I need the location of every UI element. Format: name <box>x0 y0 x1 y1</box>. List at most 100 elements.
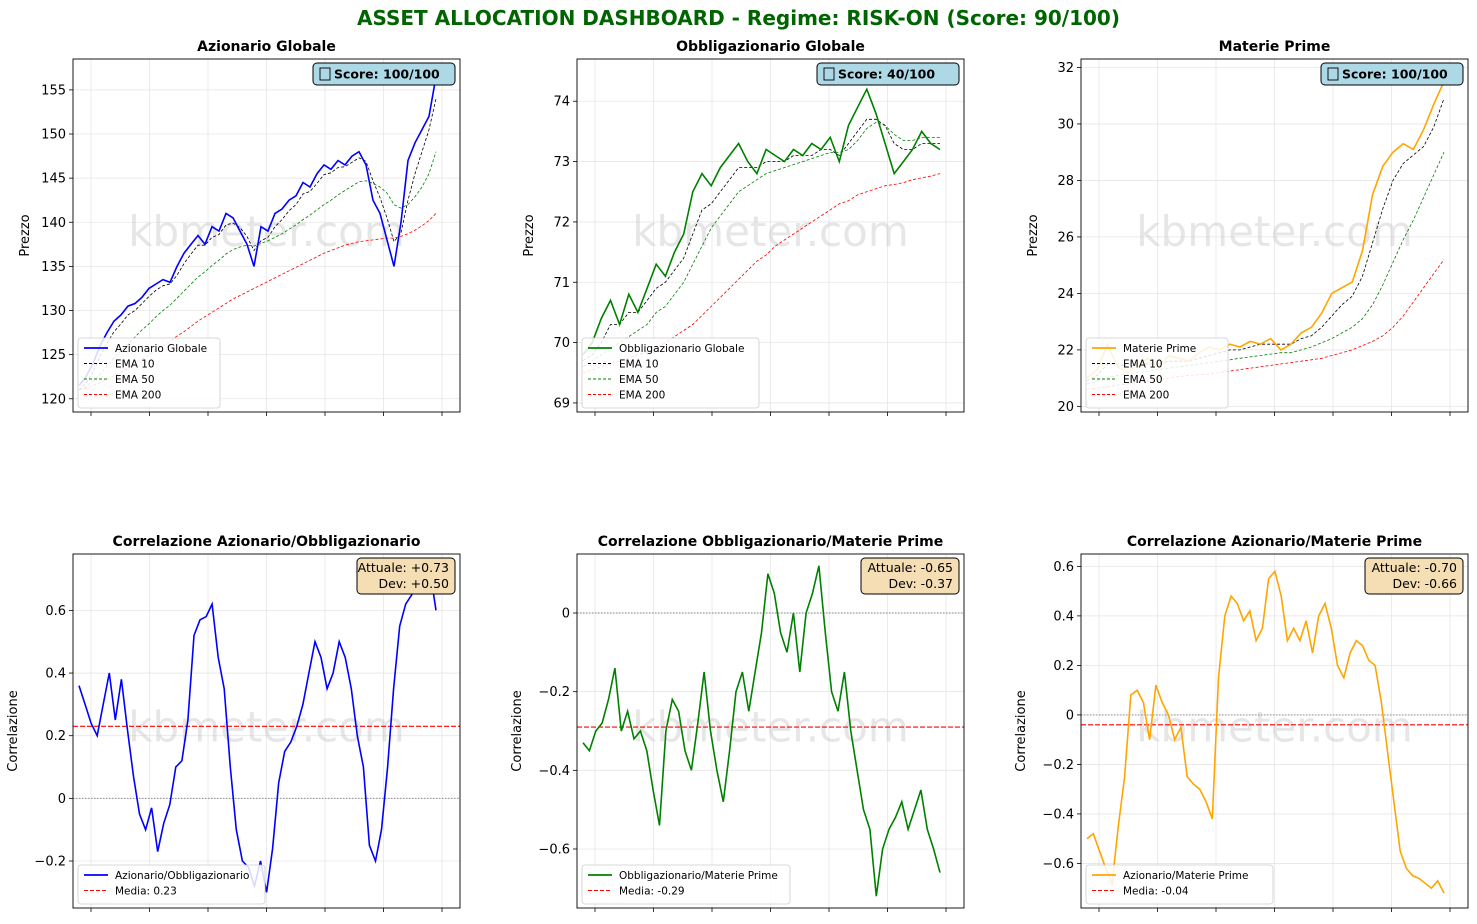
y-tick-label: −0.2 <box>538 685 570 700</box>
y-tick-label: 0.2 <box>1053 659 1074 674</box>
correlation-current-value: Attuale: +0.73 <box>358 560 449 575</box>
score-label: Score: 40/100 <box>838 67 935 82</box>
y-tick-label: 145 <box>41 172 66 187</box>
y-tick-label: 125 <box>41 348 66 363</box>
y-axis-label: Correlazione <box>1014 690 1029 771</box>
series-line-obbligazionario-globale <box>582 87 941 356</box>
series-line-azionario-materie-prime <box>1086 569 1445 894</box>
legend-label: Azionario/Obbligazionario <box>115 870 249 882</box>
axes-frame <box>1080 553 1469 909</box>
correlation-current-value: Attuale: -0.65 <box>868 560 953 575</box>
y-tick-label: −0.6 <box>538 843 570 858</box>
y-tick-label: 0.4 <box>1053 609 1074 624</box>
y-tick-label: 135 <box>41 260 66 275</box>
y-tick-label: −0.6 <box>1042 857 1074 872</box>
y-tick-label: 150 <box>41 128 66 143</box>
chart-title: Azionario Globale <box>197 39 336 55</box>
y-tick-label: 70 <box>553 336 570 351</box>
legend-label: EMA 10 <box>619 358 659 370</box>
legend-label: EMA 10 <box>115 358 155 370</box>
legend-label: Media: -0.04 <box>1123 885 1189 897</box>
legend-box <box>77 864 266 905</box>
score-label: Score: 100/100 <box>334 67 440 82</box>
legend-label: Obbligazionario Globale <box>619 343 744 355</box>
y-tick-label: 130 <box>41 304 66 319</box>
legend-box <box>581 864 791 905</box>
y-axis-label: Prezzo <box>522 214 537 256</box>
axes-frame <box>1080 58 1469 413</box>
y-tick-label: −0.4 <box>1042 807 1074 822</box>
legend-box <box>1085 864 1274 905</box>
y-axis-label: Correlazione <box>6 690 21 771</box>
y-tick-label: 0.6 <box>45 604 66 619</box>
y-tick-label: 71 <box>553 276 570 291</box>
y-tick-label: 0 <box>58 792 66 807</box>
y-tick-label: 155 <box>41 83 66 98</box>
score-box <box>312 62 456 86</box>
y-tick-label: 0.6 <box>1053 560 1074 575</box>
score-box <box>816 62 960 86</box>
y-tick-label: −0.2 <box>1042 758 1074 773</box>
legend-label: EMA 50 <box>115 374 155 386</box>
y-tick-label: −0.2 <box>34 855 66 870</box>
series-line-azionario-globale <box>78 76 437 386</box>
watermark-text: kbmeter.com <box>128 207 405 256</box>
legend-box <box>1085 337 1229 409</box>
chart-title: Obbligazionario Globale <box>676 39 865 55</box>
correlation-info-box <box>1364 557 1464 595</box>
chart-title: Correlazione Obbligazionario/Materie Pri… <box>598 534 943 550</box>
chart-title: Materie Prime <box>1219 39 1331 55</box>
y-tick-label: 30 <box>1057 117 1074 132</box>
legend-label: EMA 200 <box>1123 389 1169 401</box>
y-tick-label: 120 <box>41 392 66 407</box>
y-tick-label: 22 <box>1057 343 1074 358</box>
score-glyph-icon <box>1327 67 1339 81</box>
score-label: Score: 100/100 <box>1342 67 1448 82</box>
y-tick-label: 73 <box>553 155 570 170</box>
watermark-text: kbmeter.com <box>1136 703 1413 752</box>
y-tick-label: 0 <box>1066 708 1074 723</box>
correlation-deviation-value: Dev: -0.66 <box>1392 576 1457 591</box>
y-tick-label: 26 <box>1057 230 1074 245</box>
legend-label: Media: 0.23 <box>115 885 177 897</box>
y-tick-label: 0.2 <box>45 729 66 744</box>
watermark-text: kbmeter.com <box>632 207 909 256</box>
chart-title: Correlazione Azionario/Materie Prime <box>1127 534 1422 550</box>
legend-label: EMA 200 <box>115 389 161 401</box>
legend-label: EMA 50 <box>1123 374 1163 386</box>
legend-box <box>77 337 221 409</box>
series-line-ema-10 <box>582 118 940 362</box>
y-axis-label: Prezzo <box>1026 214 1041 256</box>
legend-label: Media: -0.29 <box>619 885 685 897</box>
legend-label: EMA 200 <box>619 389 665 401</box>
y-tick-label: 0 <box>562 607 570 622</box>
correlation-deviation-value: Dev: +0.50 <box>378 576 449 591</box>
chart-title: Correlazione Azionario/Obbligazionario <box>113 534 421 550</box>
y-tick-label: 20 <box>1057 400 1074 415</box>
series-line-obbligazionario-materie-prime <box>582 565 941 897</box>
correlation-deviation-value: Dev: -0.37 <box>888 576 953 591</box>
correlation-current-value: Attuale: -0.70 <box>1372 560 1457 575</box>
legend-label: EMA 50 <box>619 374 659 386</box>
correlation-info-box <box>860 557 960 595</box>
y-tick-label: 28 <box>1057 174 1074 189</box>
legend-label: Azionario Globale <box>115 343 207 355</box>
y-tick-label: 24 <box>1057 287 1074 302</box>
y-tick-label: 140 <box>41 216 66 231</box>
legend-label: Azionario/Materie Prime <box>1123 870 1249 882</box>
legend-label: EMA 10 <box>1123 358 1163 370</box>
axes-frame <box>72 553 461 909</box>
y-tick-label: 69 <box>553 396 570 411</box>
axes-frame <box>576 553 965 909</box>
y-tick-label: 72 <box>553 215 570 230</box>
y-axis-label: Correlazione <box>510 690 525 771</box>
legend-label: Materie Prime <box>1123 343 1196 355</box>
legend-box <box>581 337 760 409</box>
legend-label: Obbligazionario/Materie Prime <box>619 870 778 882</box>
